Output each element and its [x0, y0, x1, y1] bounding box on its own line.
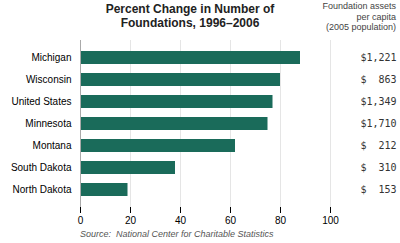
svg-text:$1,349: $1,349	[360, 96, 396, 107]
svg-text:60: 60	[225, 215, 237, 226]
svg-text:North Dakota: North Dakota	[13, 184, 72, 195]
svg-text:80: 80	[275, 215, 287, 226]
svg-text:Wisconsin: Wisconsin	[26, 74, 72, 85]
html-text:Foundation assets per capita (: Foundation assets per capita (2005 popul…	[322, 1, 396, 32]
svg-text:$ 310: $ 310	[360, 162, 396, 173]
svg-text:40: 40	[175, 215, 187, 226]
svg-text:Montana: Montana	[33, 140, 72, 151]
svg-text:$ 153: $ 153	[360, 184, 396, 195]
html-text:Source: National Center for Ch: Source: National Center for Charitable S…	[80, 229, 274, 239]
svg-text:$ 863: $ 863	[360, 74, 396, 85]
svg-text:South Dakota: South Dakota	[11, 162, 72, 173]
svg-text:0: 0	[78, 215, 84, 226]
svg-text:Michigan: Michigan	[31, 52, 71, 63]
html-text:Percent Change in Number of Fo: Percent Change in Number of Foundations,…	[105, 2, 275, 30]
svg-text:United States: United States	[11, 96, 71, 107]
svg-text:20: 20	[125, 215, 137, 226]
svg-text:100: 100	[322, 215, 339, 226]
svg-text:$1,710: $1,710	[360, 118, 396, 129]
svg-text:Minnesota: Minnesota	[25, 118, 72, 129]
svg-text:$1,221: $1,221	[360, 52, 396, 63]
svg-text:$ 212: $ 212	[360, 140, 396, 151]
